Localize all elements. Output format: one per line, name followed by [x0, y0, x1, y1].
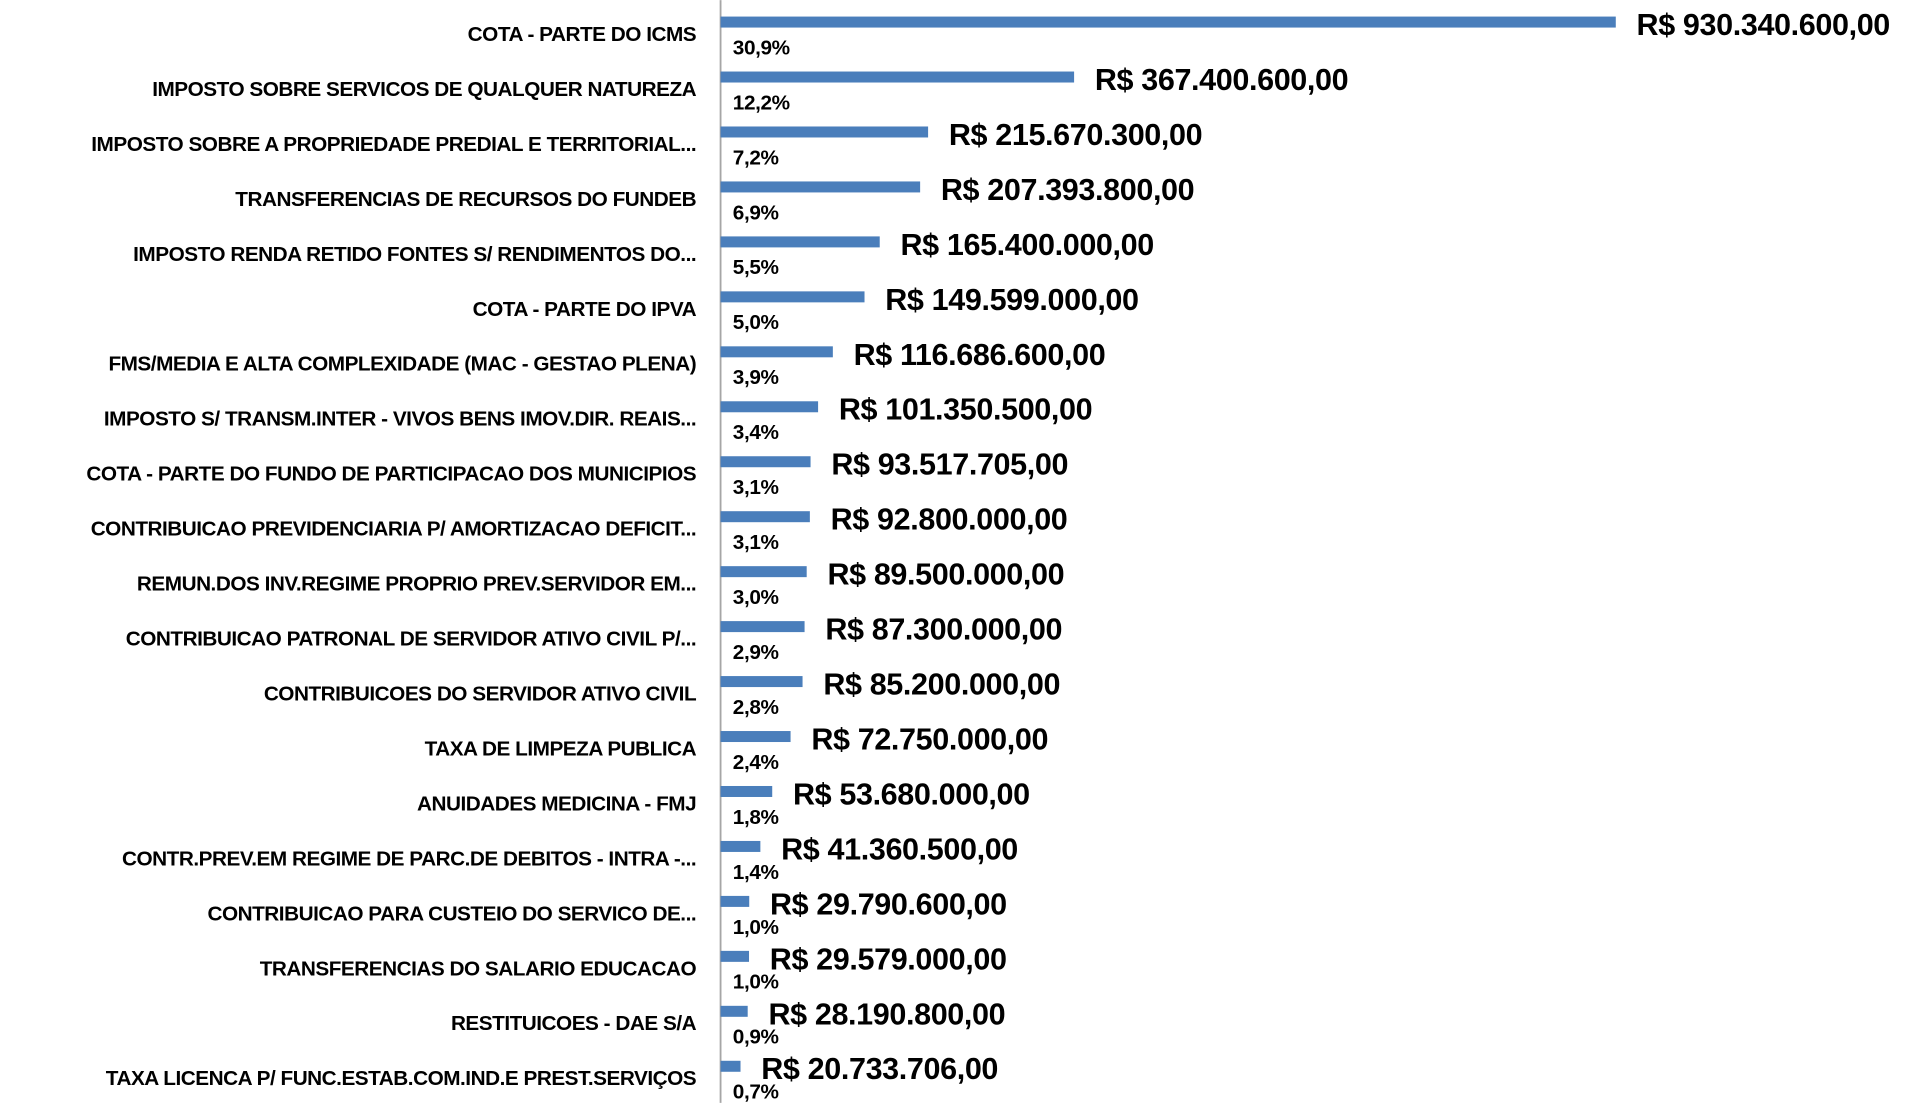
share-label: 0,7% — [733, 1081, 779, 1103]
share-label: 3,1% — [733, 476, 779, 499]
bar — [720, 511, 810, 523]
category-label: CONTRIBUICOES DO SERVIDOR ATIVO CIVIL — [264, 682, 697, 705]
share-label: 2,4% — [733, 751, 779, 774]
share-label: 3,9% — [733, 366, 779, 389]
share-label: 1,8% — [733, 806, 779, 829]
category-label: ANUIDADES MEDICINA - FMJ — [417, 792, 696, 815]
bar — [720, 566, 807, 578]
share-label: 3,1% — [733, 531, 779, 554]
category-label: COTA - PARTE DO FUNDO DE PARTICIPACAO DO… — [86, 463, 696, 486]
bar — [720, 181, 921, 193]
bar — [720, 456, 811, 468]
value-label: R$ 215.670.300,00 — [949, 118, 1202, 152]
category-label: COTA - PARTE DO ICMS — [468, 23, 697, 46]
value-label: R$ 41.360.500,00 — [781, 832, 1018, 866]
share-label: 2,8% — [733, 696, 779, 719]
category-label: IMPOSTO SOBRE A PROPRIEDADE PREDIAL E TE… — [91, 133, 696, 156]
bar — [720, 16, 1616, 28]
share-label: 3,4% — [733, 421, 779, 444]
value-label: R$ 165.400.000,00 — [900, 228, 1153, 262]
share-label: 1,0% — [733, 971, 779, 994]
category-label: FMS/MEDIA E ALTA COMPLEXIDADE (MAC - GES… — [108, 353, 696, 376]
share-label: 12,2% — [733, 91, 790, 114]
value-label: R$ 149.599.000,00 — [885, 283, 1138, 317]
value-label: R$ 89.500.000,00 — [827, 558, 1064, 592]
category-label: TRANSFERENCIAS DE RECURSOS DO FUNDEB — [235, 188, 696, 211]
value-label: R$ 28.190.800,00 — [768, 997, 1005, 1031]
category-label: CONTRIBUICAO PREVIDENCIARIA P/ AMORTIZAC… — [91, 518, 696, 541]
category-label: CONTRIBUICAO PATRONAL DE SERVIDOR ATIVO … — [126, 628, 696, 651]
value-label: R$ 367.400.600,00 — [1095, 63, 1348, 97]
bar — [720, 895, 750, 907]
bar — [720, 731, 791, 743]
share-label: 5,0% — [733, 311, 779, 334]
bar — [720, 346, 833, 358]
value-label: R$ 53.680.000,00 — [793, 777, 1030, 811]
category-label: COTA - PARTE DO IPVA — [473, 298, 697, 321]
category-label: IMPOSTO SOBRE SERVICOS DE QUALQUER NATUR… — [152, 78, 696, 101]
bar — [720, 621, 805, 633]
value-label: R$ 72.750.000,00 — [811, 722, 1048, 756]
bar — [720, 401, 819, 413]
value-label: R$ 116.686.600,00 — [854, 338, 1106, 372]
bar — [720, 950, 750, 962]
value-label: R$ 29.790.600,00 — [770, 887, 1007, 921]
bar — [720, 676, 803, 688]
share-label: 6,9% — [733, 201, 779, 224]
share-label: 1,0% — [733, 916, 779, 939]
value-label: R$ 92.800.000,00 — [831, 503, 1068, 537]
category-label: CONTR.PREV.EM REGIME DE PARC.DE DEBITOS … — [122, 847, 696, 870]
bar — [720, 126, 929, 138]
share-label: 2,9% — [733, 641, 779, 664]
bar — [720, 1005, 748, 1017]
category-label: TRANSFERENCIAS DO SALARIO EDUCACAO — [260, 957, 697, 980]
value-label: R$ 93.517.705,00 — [831, 448, 1068, 482]
category-label: REMUN.DOS INV.REGIME PROPRIO PREV.SERVID… — [137, 573, 696, 596]
bar — [720, 236, 880, 248]
share-label: 3,0% — [733, 586, 779, 609]
bar — [720, 291, 865, 303]
share-label: 7,2% — [733, 146, 779, 169]
category-label: CONTRIBUICAO PARA CUSTEIO DO SERVICO DE.… — [207, 902, 696, 925]
value-label: R$ 930.340.600,00 — [1637, 8, 1890, 42]
bar — [720, 840, 761, 852]
category-label: TAXA LICENCA P/ FUNC.ESTAB.COM.IND.E PRE… — [106, 1067, 697, 1090]
category-label: IMPOSTO RENDA RETIDO FONTES S/ RENDIMENT… — [133, 243, 696, 266]
share-label: 0,9% — [733, 1026, 779, 1049]
share-label: 1,4% — [733, 861, 779, 884]
value-label: R$ 20.733.706,00 — [761, 1052, 998, 1086]
category-label: TAXA DE LIMPEZA PUBLICA — [425, 737, 697, 760]
value-label: R$ 85.200.000,00 — [823, 668, 1060, 702]
value-label: R$ 101.350.500,00 — [839, 393, 1092, 427]
category-label: RESTITUICOES - DAE S/A — [451, 1012, 697, 1035]
value-label: R$ 207.393.800,00 — [941, 173, 1194, 207]
bar — [720, 785, 773, 797]
bar — [720, 1060, 741, 1072]
share-label: 30,9% — [733, 36, 790, 59]
value-label: R$ 29.579.000,00 — [770, 942, 1007, 976]
value-label: R$ 87.300.000,00 — [825, 613, 1062, 647]
bar — [720, 71, 1075, 83]
category-label: IMPOSTO S/ TRANSM.INTER - VIVOS BENS IMO… — [104, 408, 696, 431]
share-label: 5,5% — [733, 256, 779, 279]
